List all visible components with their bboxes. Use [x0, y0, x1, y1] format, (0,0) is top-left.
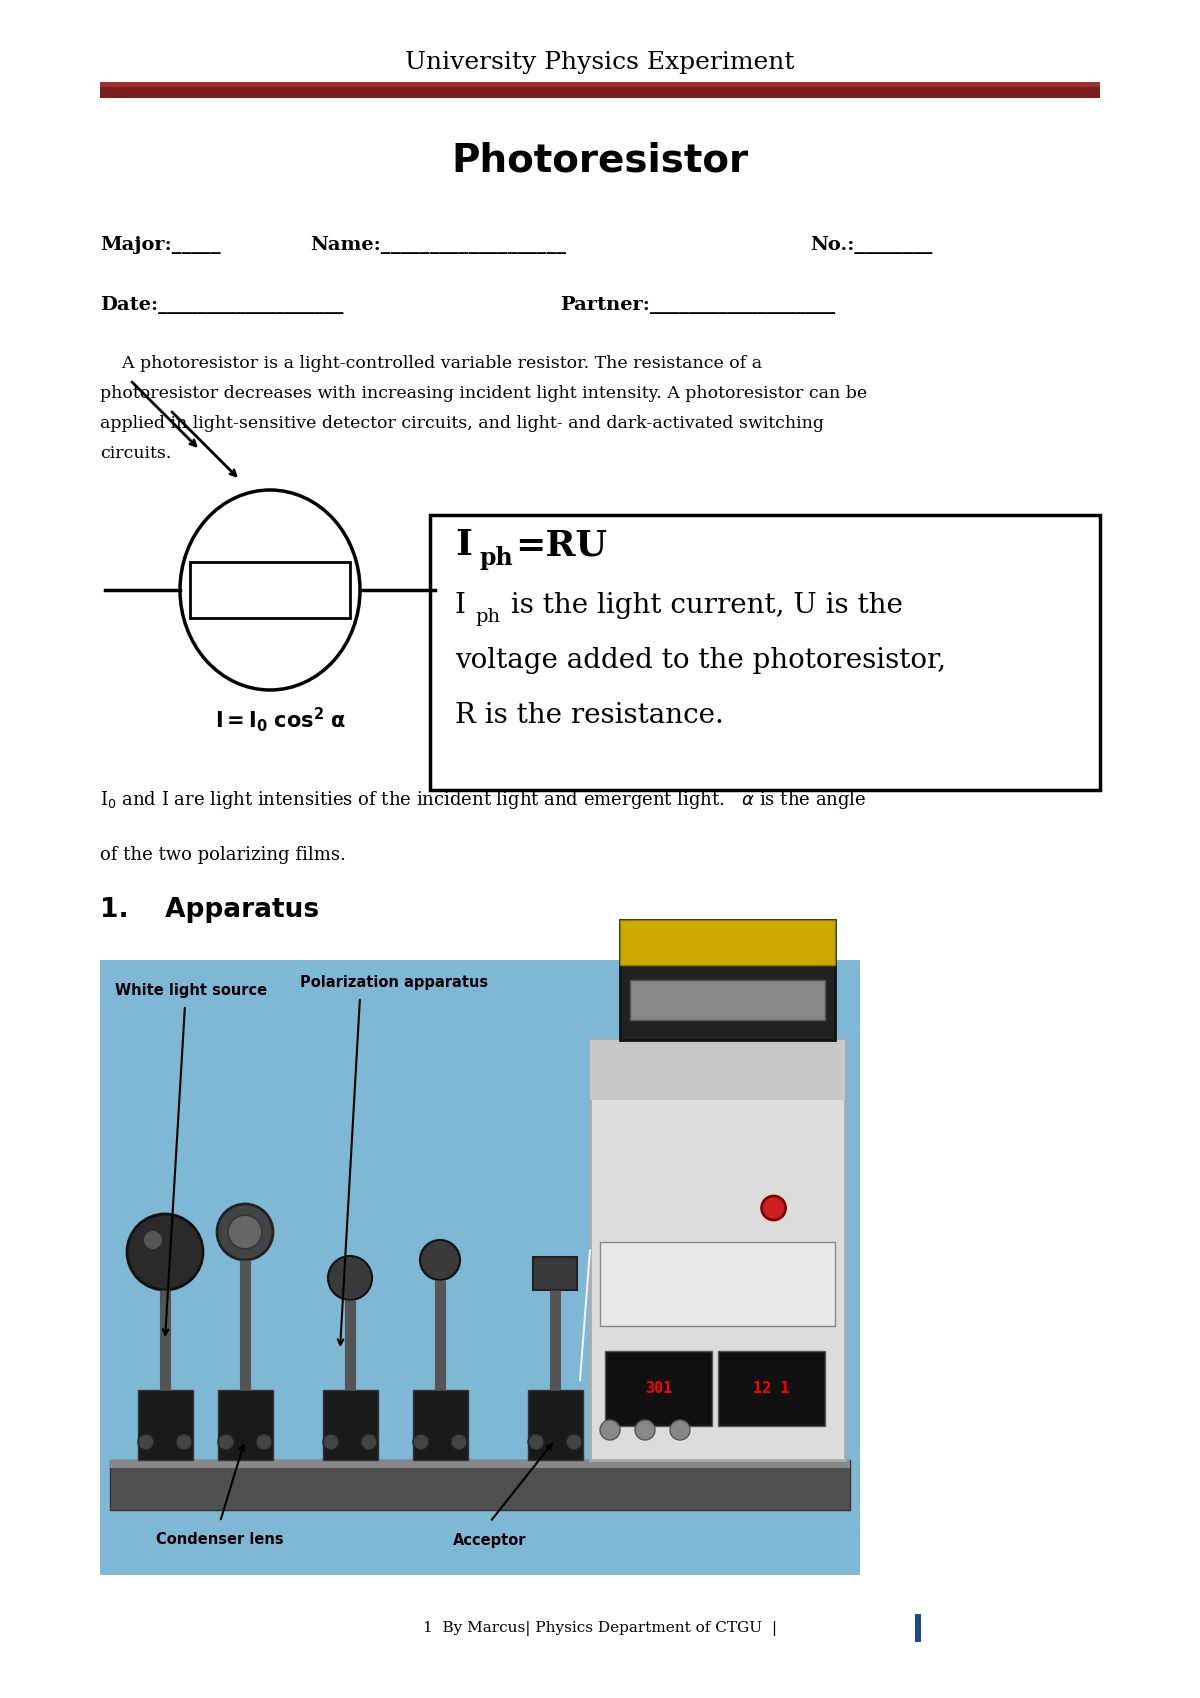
Circle shape — [566, 1435, 582, 1450]
Text: University Physics Experiment: University Physics Experiment — [406, 51, 794, 73]
Bar — [323, 1391, 378, 1460]
Text: circuits.: circuits. — [100, 445, 172, 462]
Text: Photoresistor: Photoresistor — [451, 141, 749, 178]
Text: No.:________: No.:________ — [810, 236, 932, 255]
Bar — [100, 959, 860, 1576]
Text: 301: 301 — [644, 1380, 672, 1396]
Circle shape — [670, 1420, 690, 1440]
Circle shape — [762, 1195, 786, 1219]
Text: Polarization apparatus: Polarization apparatus — [300, 975, 488, 990]
Bar — [430, 514, 1100, 790]
Text: White light source: White light source — [115, 983, 268, 997]
Bar — [916, 1615, 922, 1642]
Text: 1  By Marcus| Physics Department of CTGU  |: 1 By Marcus| Physics Department of CTGU … — [422, 1620, 778, 1635]
Text: ph: ph — [480, 547, 514, 571]
Bar — [218, 1391, 274, 1460]
Text: 12 1: 12 1 — [752, 1380, 790, 1396]
Text: I: I — [455, 591, 466, 618]
Bar — [413, 1391, 468, 1460]
Bar — [590, 1039, 845, 1100]
Text: R is the resistance.: R is the resistance. — [455, 701, 724, 728]
Text: Condenser lens: Condenser lens — [156, 1533, 284, 1547]
Bar — [718, 1352, 824, 1426]
Bar — [110, 1460, 850, 1510]
Circle shape — [217, 1204, 274, 1260]
Text: is the light current, U is the: is the light current, U is the — [502, 591, 902, 618]
Text: Acceptor: Acceptor — [454, 1533, 527, 1547]
Bar — [620, 920, 835, 964]
Text: I$_0$ and I are light intensities of the incident light and emergent light.   $\: I$_0$ and I are light intensities of the… — [100, 790, 866, 812]
Circle shape — [218, 1435, 234, 1450]
Text: applied in light-sensitive detector circuits, and light- and dark-activated swit: applied in light-sensitive detector circ… — [100, 414, 824, 431]
Bar — [110, 1460, 850, 1469]
Text: photoresistor decreases with increasing incident light intensity. A photoresisto: photoresistor decreases with increasing … — [100, 385, 868, 402]
Bar — [620, 920, 835, 1039]
Bar — [138, 1391, 193, 1460]
Text: I: I — [455, 528, 472, 562]
Text: Partner:___________________: Partner:___________________ — [560, 295, 835, 314]
Bar — [528, 1391, 583, 1460]
Circle shape — [256, 1435, 272, 1450]
Text: A photoresistor is a light-controlled variable resistor. The resistance of a: A photoresistor is a light-controlled va… — [100, 355, 762, 372]
Bar — [100, 82, 1100, 98]
Text: of the two polarizing films.: of the two polarizing films. — [100, 846, 346, 864]
Circle shape — [635, 1420, 655, 1440]
Text: Major:_____: Major:_____ — [100, 236, 221, 255]
Circle shape — [127, 1214, 203, 1290]
Text: voltage added to the photoresistor,: voltage added to the photoresistor, — [455, 647, 946, 674]
Bar — [600, 1241, 835, 1326]
Circle shape — [138, 1435, 154, 1450]
Circle shape — [228, 1216, 262, 1248]
Circle shape — [413, 1435, 430, 1450]
Bar — [630, 980, 826, 1020]
Text: 1.    Apparatus: 1. Apparatus — [100, 897, 319, 924]
Circle shape — [600, 1420, 620, 1440]
Text: ph: ph — [475, 608, 500, 627]
Circle shape — [323, 1435, 340, 1450]
Circle shape — [176, 1435, 192, 1450]
Circle shape — [361, 1435, 377, 1450]
Bar — [590, 1039, 845, 1460]
Text: Date:___________________: Date:___________________ — [100, 295, 343, 314]
Circle shape — [420, 1240, 460, 1280]
Text: =RU: =RU — [515, 528, 607, 562]
Text: $\mathbf{I=I_0\ cos^2}$ $\mathbf{\alpha}$: $\mathbf{I=I_0\ cos^2}$ $\mathbf{\alpha}… — [215, 706, 346, 735]
Circle shape — [144, 1231, 162, 1250]
Circle shape — [451, 1435, 467, 1450]
Bar — [190, 562, 350, 618]
Bar — [100, 82, 1100, 87]
Text: Name:___________________: Name:___________________ — [310, 236, 566, 255]
Bar — [605, 1352, 712, 1426]
Circle shape — [328, 1257, 372, 1301]
Bar — [533, 1257, 577, 1290]
Circle shape — [528, 1435, 544, 1450]
